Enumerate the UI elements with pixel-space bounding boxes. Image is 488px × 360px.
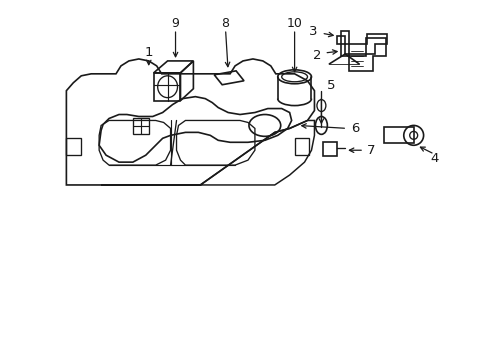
Text: 3: 3 <box>308 24 317 38</box>
Text: 10: 10 <box>286 17 302 30</box>
Text: 4: 4 <box>429 152 438 165</box>
Text: 2: 2 <box>312 49 321 63</box>
Text: 1: 1 <box>144 46 153 59</box>
Text: 9: 9 <box>171 17 179 30</box>
Text: 8: 8 <box>221 17 229 30</box>
Text: 6: 6 <box>350 122 359 135</box>
Text: 5: 5 <box>326 79 335 92</box>
Text: 7: 7 <box>366 144 375 157</box>
